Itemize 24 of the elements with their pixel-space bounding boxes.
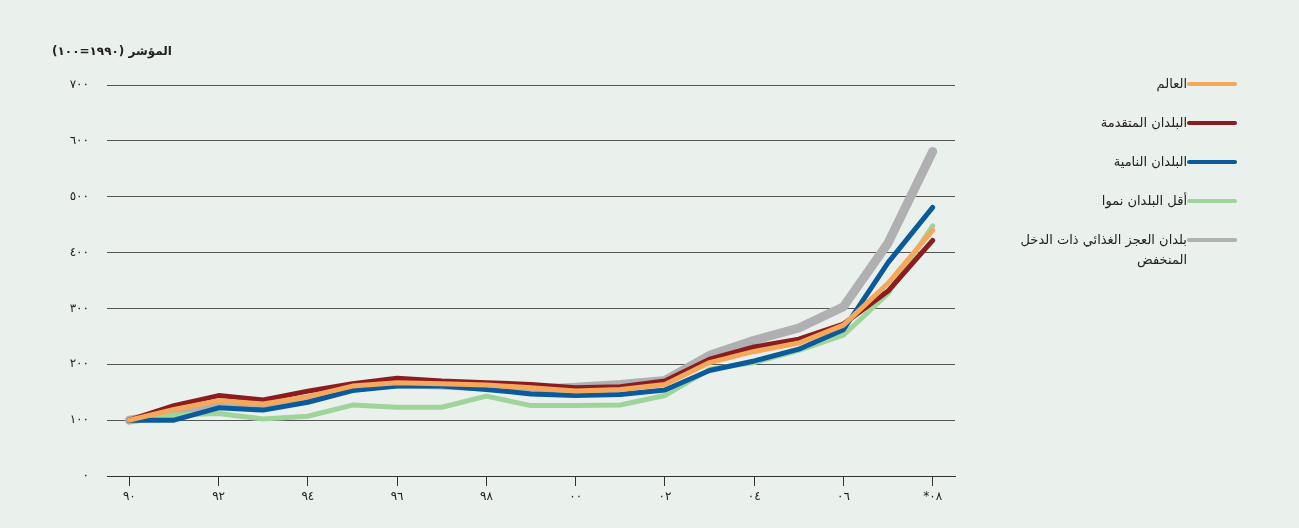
y-tick-label: ٣٠٠ <box>69 300 89 315</box>
x-tick-label: ٠٤ <box>747 489 761 504</box>
y-tick-label: ٢٠٠ <box>69 356 89 371</box>
y-tick-label: ٠ <box>82 468 89 483</box>
y-tick-label: ٧٠٠ <box>69 77 89 92</box>
x-tick-label: ٠٦ <box>836 489 850 504</box>
y-tick-label: ٥٠٠ <box>69 188 89 203</box>
x-tick-label: ٩٢ <box>212 489 226 504</box>
x-tick-label: ٩٤ <box>301 489 315 504</box>
y-tick-label: ٦٠٠ <box>69 132 89 147</box>
legend-label: البلدان النامية <box>1112 153 1187 171</box>
x-tick-label: *٠٨ <box>923 489 943 504</box>
x-tick-label: ٠٠ <box>569 489 583 504</box>
x-tick-label: ٩٦ <box>390 489 404 504</box>
legend-label: بلدان العجز الغذائي ذات الدخل المنخفض <box>1019 231 1187 270</box>
legend-label: أقل البلدان نموا <box>1100 191 1187 211</box>
legend-label: البلدان المتقدمة <box>1099 114 1187 132</box>
y-axis-title: المؤشر (١٩٩٠=١٠٠) <box>52 44 172 58</box>
x-tick-label: ٩٨ <box>479 489 494 504</box>
x-tick-label: ٠٢ <box>658 489 672 504</box>
y-tick-label: ١٠٠ <box>69 412 89 427</box>
y-tick-label: ٤٠٠ <box>69 244 89 259</box>
x-tick-label: ٩٠ <box>122 489 136 504</box>
legend-label: العالم <box>1155 75 1187 94</box>
